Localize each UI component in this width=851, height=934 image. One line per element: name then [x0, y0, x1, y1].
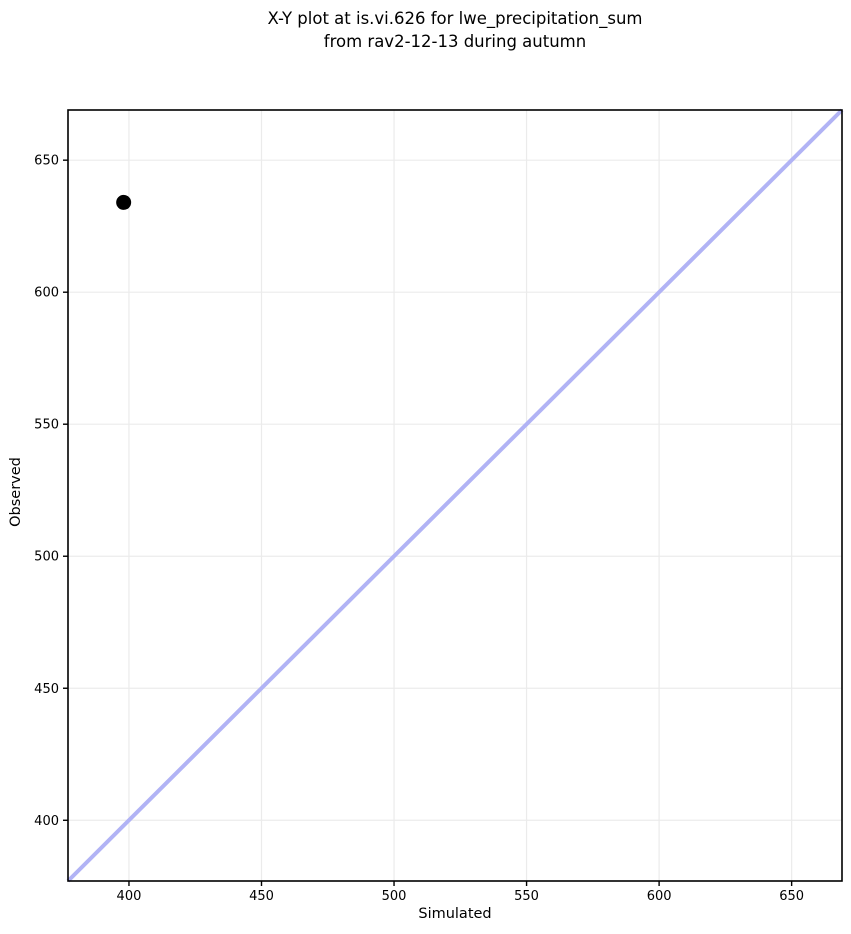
y-tick-label: 500	[34, 550, 59, 565]
chart-title-line-2: from rav2-12-13 during autumn	[323, 32, 587, 51]
chart-title-line-1: X-Y plot at is.vi.626 for lwe_precipitat…	[267, 9, 643, 28]
y-tick-label: 550	[34, 418, 59, 433]
chart-title: X-Y plot at is.vi.626 for lwe_precipitat…	[68, 7, 842, 53]
data-point	[116, 194, 132, 210]
x-tick-label: 600	[647, 889, 672, 904]
y-tick-label: 650	[34, 154, 59, 169]
y-tick-label: 600	[34, 286, 59, 301]
x-tick-label: 400	[117, 889, 142, 904]
y-axis-label: Observed	[8, 457, 24, 527]
x-tick-label: 550	[514, 889, 539, 904]
identity-line	[66, 108, 844, 883]
x-tick-label: 450	[249, 889, 274, 904]
x-axis-label: Simulated	[418, 906, 492, 922]
x-tick-label: 650	[779, 889, 804, 904]
x-tick-label: 500	[382, 889, 407, 904]
y-tick-label: 400	[34, 814, 59, 829]
axes-spines	[67, 109, 843, 882]
y-tick-label: 450	[34, 682, 59, 697]
